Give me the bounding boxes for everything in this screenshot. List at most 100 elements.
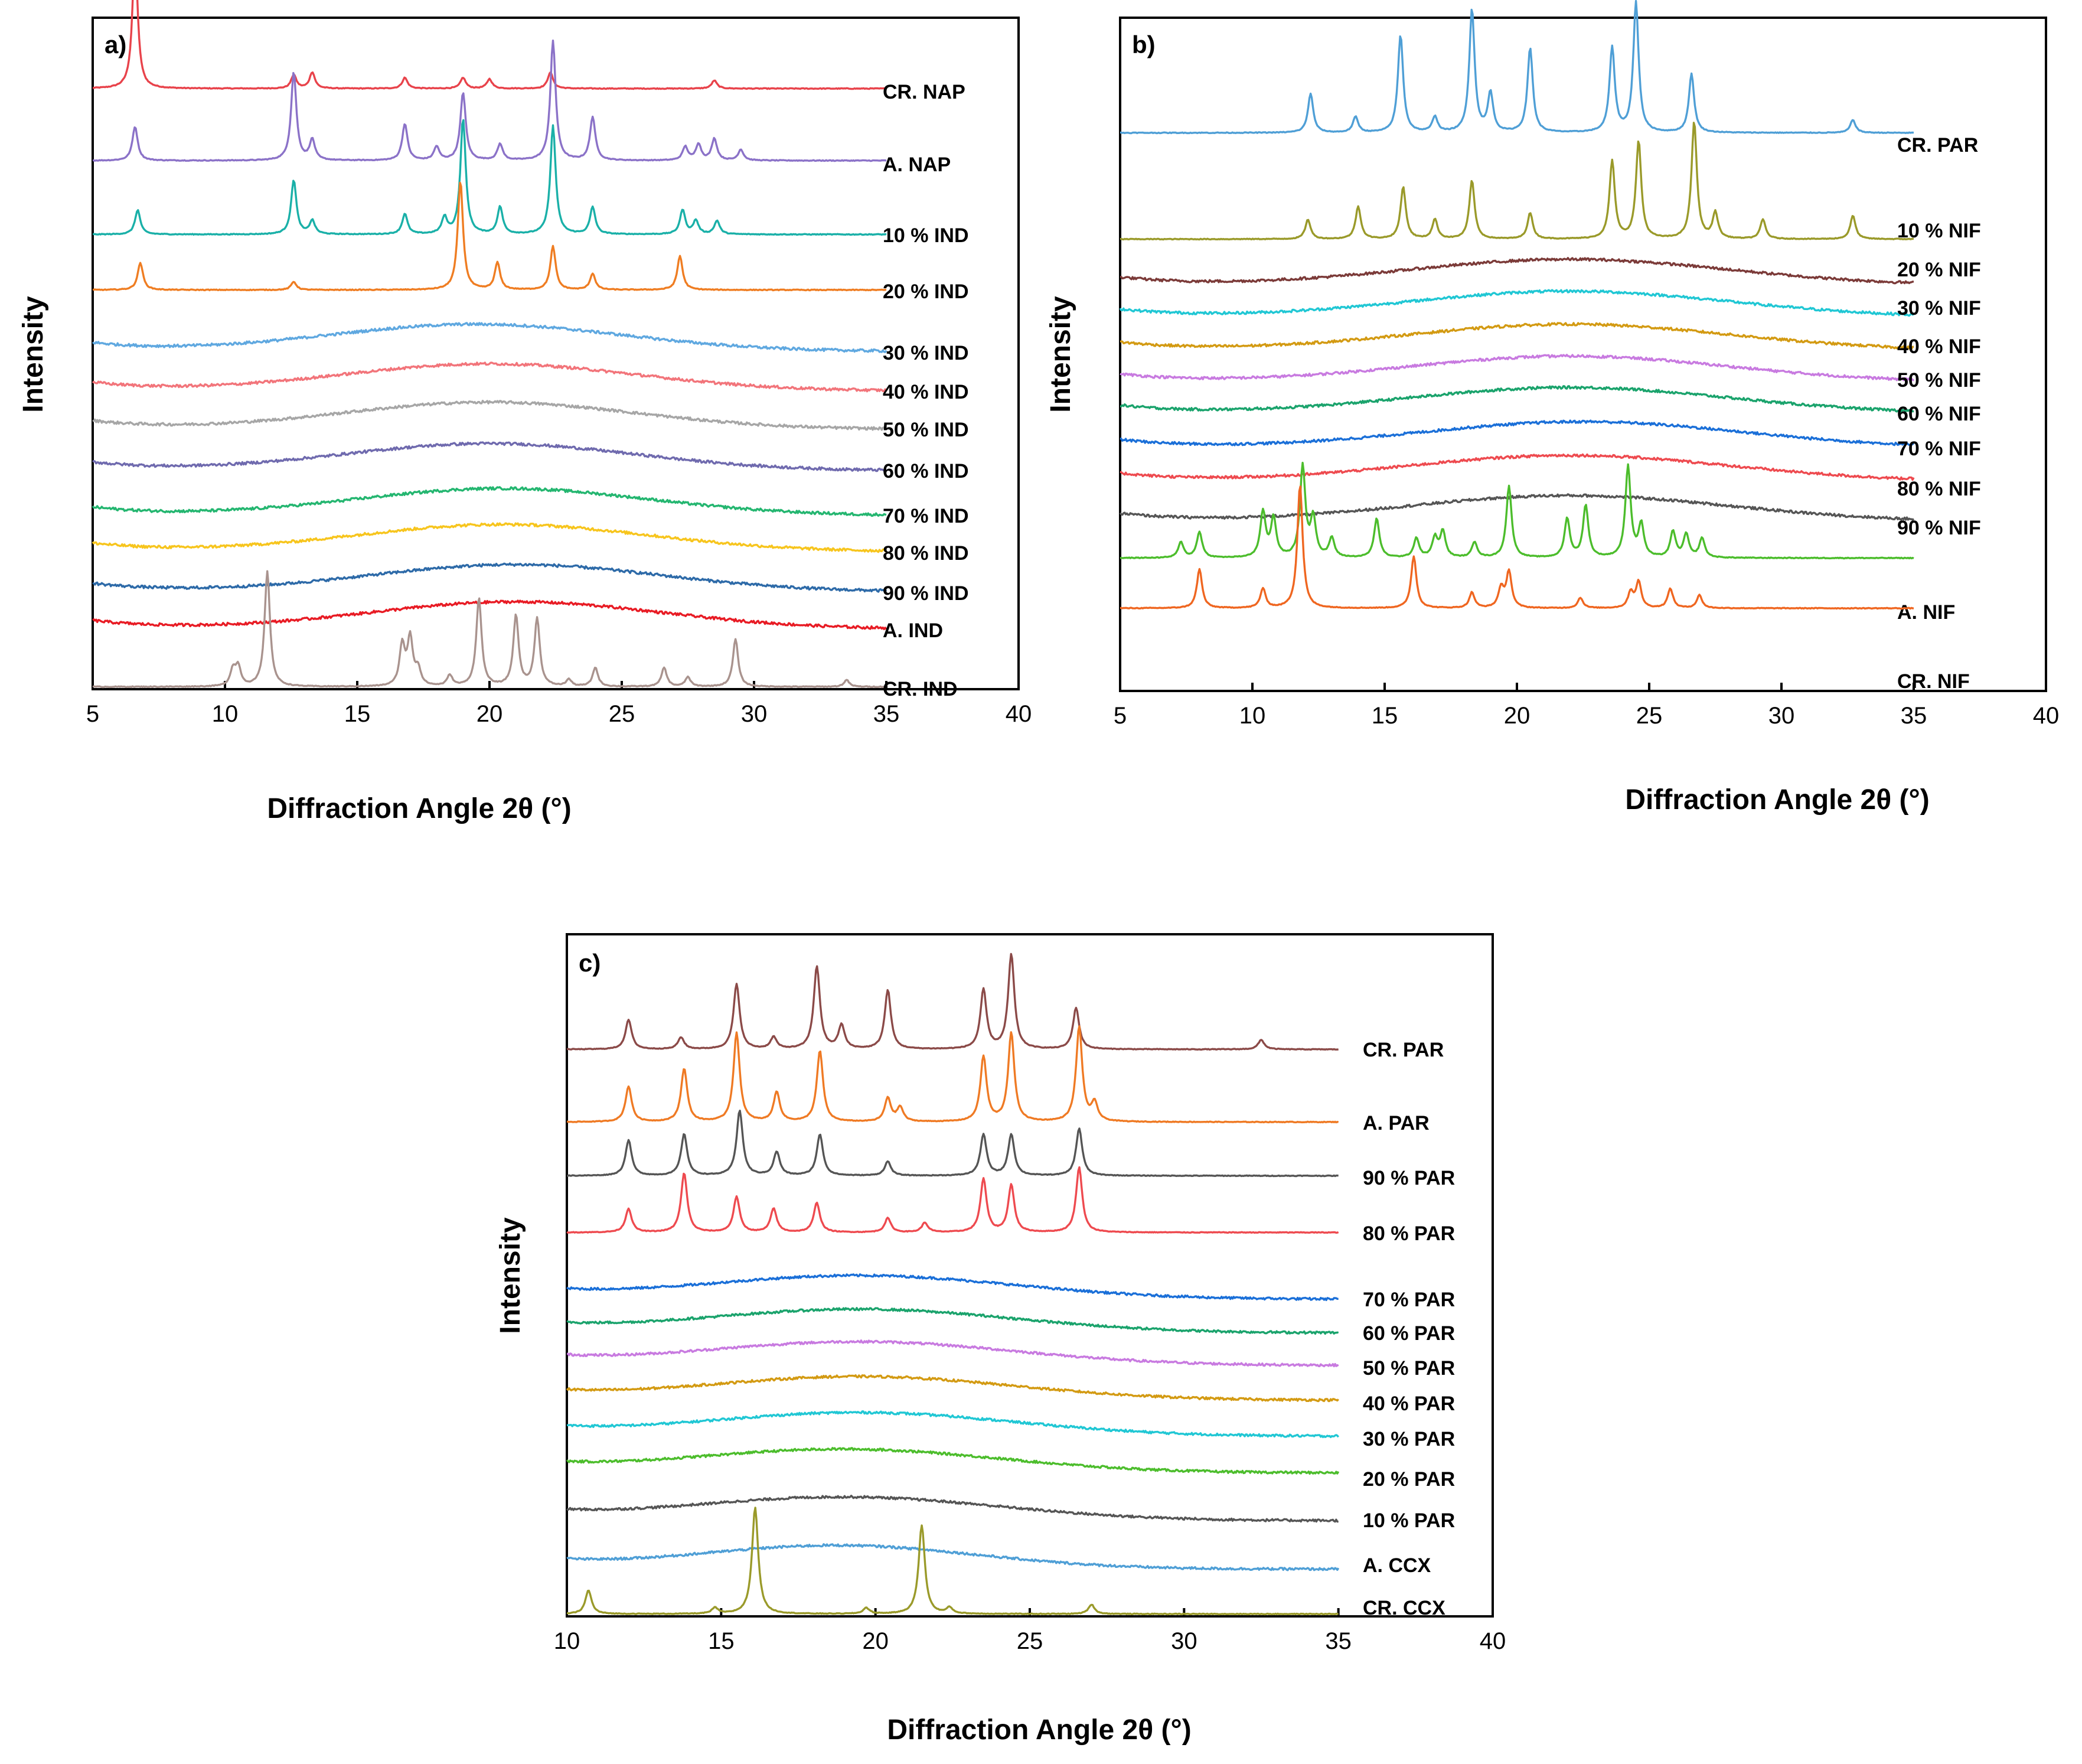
series-label: 40 % PAR (1363, 1393, 1455, 1415)
series-trace (1120, 0, 1914, 135)
series-label: 20 % IND (883, 281, 969, 303)
y-axis-label: Intensity (1045, 296, 1076, 413)
series-label: 90 % NIF (1897, 517, 1981, 539)
series-trace (566, 1507, 1339, 1616)
series-trace (1120, 485, 1914, 610)
series-label: 70 % IND (883, 505, 969, 527)
x-axis-label: Diffraction Angle 2θ (°) (1625, 784, 1929, 816)
series-label: 40 % NIF (1897, 335, 1981, 358)
series-label: A. NIF (1897, 601, 1955, 624)
series-label: CR. PAR (1363, 1039, 1444, 1061)
chart-panel-2: 10 15 20 25 30 35 40 Diffraction Angle 2θ (°) In… (495, 933, 1506, 1746)
panel-label: c) (579, 949, 601, 977)
series-trace (92, 562, 887, 593)
series-trace (92, 361, 887, 393)
series-label: 60 % PAR (1363, 1322, 1455, 1345)
x-tick-label: 35 (1325, 1628, 1352, 1654)
series-trace (1120, 257, 1914, 285)
x-tick-label: 10 (1239, 703, 1266, 729)
series-trace (1120, 322, 1914, 350)
plot-frame (566, 933, 1494, 1618)
series-trace (92, 0, 886, 90)
panel-label: b) (1132, 31, 1156, 58)
series-label: 50 % IND (883, 419, 969, 441)
series-label: CR. PAR (1897, 134, 1978, 156)
x-tick-label: 20 (1504, 703, 1531, 729)
series-label: 20 % NIF (1897, 259, 1981, 281)
series-label: 60 % NIF (1897, 403, 1981, 425)
series-trace (93, 39, 887, 162)
series-trace (92, 181, 887, 292)
series-trace (566, 1543, 1340, 1571)
series-label: 50 % PAR (1363, 1357, 1455, 1380)
x-tick-label: 30 (1171, 1628, 1197, 1654)
series-label: 20 % PAR (1363, 1468, 1455, 1491)
series-trace (92, 322, 887, 353)
series-trace (1120, 461, 1914, 560)
series-trace (566, 953, 1339, 1051)
series-trace (92, 486, 887, 517)
series-label: A. PAR (1363, 1112, 1430, 1134)
y-axis-label: Intensity (18, 296, 49, 413)
panel-label: a) (105, 31, 126, 58)
series-label: 90 % IND (883, 582, 969, 605)
series-label: CR. NIF (1897, 670, 1970, 693)
series-label: 10 % NIF (1897, 220, 1981, 242)
x-tick-label: 35 (1901, 703, 1927, 729)
x-tick-label: 10 (554, 1628, 580, 1654)
series-label: 90 % PAR (1363, 1167, 1455, 1189)
series-label: 40 % IND (883, 381, 969, 403)
y-axis-label: Intensity (495, 1217, 526, 1334)
x-axis-label: Diffraction Angle 2θ (°) (887, 1714, 1191, 1746)
series-trace (1120, 419, 1914, 446)
x-tick-label: 20 (477, 701, 503, 727)
series-trace (92, 522, 887, 553)
series-trace (1119, 493, 1915, 521)
series-trace (92, 119, 887, 236)
x-tick-label: 25 (609, 701, 635, 727)
series-label: A. NAP (883, 154, 951, 176)
x-tick-label: 25 (1636, 703, 1663, 729)
series-label: 30 % NIF (1897, 297, 1981, 319)
chart-panel-0: 5 10 15 20 25 30 35 40 Diffraction Angle 2θ (°) I… (18, 0, 1032, 824)
series-label: 50 % NIF (1897, 369, 1981, 392)
series-label: 80 % NIF (1897, 478, 1981, 500)
x-tick-label: 40 (1480, 1628, 1506, 1654)
x-tick-label: 30 (741, 701, 768, 727)
x-tick-label: 20 (862, 1628, 889, 1654)
x-tick-label: 10 (212, 701, 239, 727)
x-tick-label: 40 (2033, 703, 2060, 729)
x-tick-label: 25 (1017, 1628, 1043, 1654)
series-label: 70 % NIF (1897, 438, 1981, 460)
x-axis-label: Diffraction Angle 2θ (°) (267, 793, 571, 824)
series-label: 30 % IND (883, 342, 969, 364)
series-trace (566, 1339, 1339, 1368)
plot-frame (1119, 17, 2047, 692)
x-tick-label: 5 (86, 701, 99, 727)
x-tick-label: 15 (344, 701, 371, 727)
series-trace (566, 1374, 1339, 1403)
series-label: CR. IND (883, 678, 958, 700)
series-trace (92, 400, 887, 431)
series-label: 80 % PAR (1363, 1222, 1455, 1245)
x-tick-label: 15 (1372, 703, 1398, 729)
plot-frame (92, 17, 1020, 690)
series-trace (1120, 453, 1915, 481)
series-trace (566, 1025, 1339, 1124)
series-label: 70 % PAR (1363, 1289, 1455, 1311)
series-trace (566, 1273, 1339, 1302)
series-label: 60 % IND (883, 460, 969, 482)
series-trace (1120, 122, 1914, 241)
series-label: 10 % PAR (1363, 1509, 1455, 1532)
series-trace (1120, 385, 1914, 413)
chart-panel-1: 5 10 15 20 25 30 35 40 Diffraction Angle 2θ (°) I… (1045, 0, 2060, 816)
x-tick-label: 5 (1114, 703, 1127, 729)
series-trace (566, 1166, 1339, 1234)
x-tick-label: 40 (1006, 701, 1032, 727)
series-label: A. CCX (1363, 1554, 1431, 1577)
series-trace (92, 570, 887, 689)
series-label: 30 % PAR (1363, 1428, 1455, 1450)
series-trace (1120, 354, 1915, 382)
series-trace (92, 441, 887, 472)
